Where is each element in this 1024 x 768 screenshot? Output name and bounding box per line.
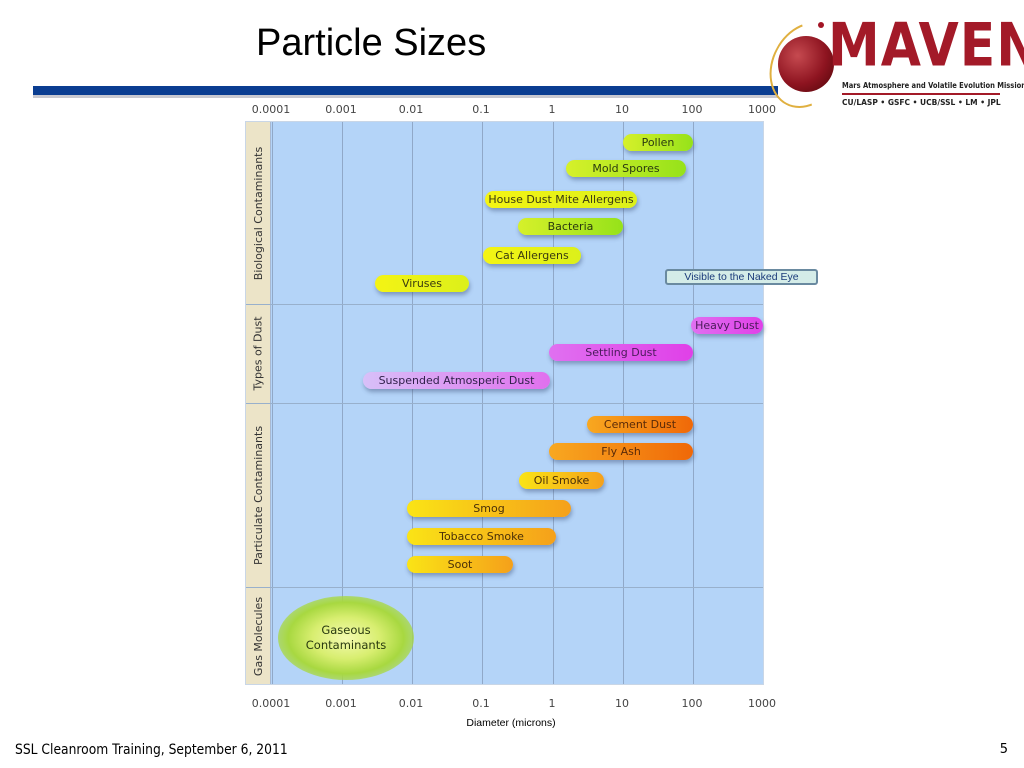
bar-tobacco-smoke: Tobacco Smoke (407, 528, 556, 545)
logo-tagline: Mars Atmosphere and Volatile Evolution M… (842, 81, 1024, 90)
blob-gaseous-contaminants: Gaseous Contaminants (278, 596, 414, 680)
logo-wordmark: MAVEN (828, 11, 1024, 81)
tick-label: 0.0001 (251, 103, 291, 116)
section-divider (246, 587, 763, 588)
tick-label: 0.01 (398, 697, 424, 710)
footer-text: SSL Cleanroom Training, September 6, 201… (15, 742, 288, 758)
category-dust: Types of Dust (252, 316, 266, 391)
tick-label: 1000 (748, 697, 776, 710)
section-divider (246, 304, 763, 305)
tick-label: 100 (681, 103, 703, 116)
mars-planet-icon (778, 36, 834, 92)
bar-heavy-dust: Heavy Dust (691, 317, 763, 334)
bar-bacteria: Bacteria (518, 218, 623, 235)
bar-cat-allergens: Cat Allergens (483, 247, 581, 264)
chart-plot-area: Biological Contaminants Types of Dust Pa… (245, 121, 764, 685)
bar-cement-dust: Cement Dust (587, 416, 693, 433)
bar-smog: Smog (407, 500, 571, 517)
slide-title: Particle Sizes (256, 22, 487, 64)
logo-partners: CU/LASP • GSFC • UCB/SSL • LM • JPL (842, 98, 1001, 107)
bar-pollen: Pollen (623, 134, 693, 151)
logo-rule (842, 93, 1000, 95)
category-gas: Gas Molecules (252, 596, 265, 677)
section-divider (246, 403, 763, 404)
tick-label: 1 (548, 103, 556, 116)
tick-label: 0.001 (325, 697, 357, 710)
x-axis-title: Diameter (microns) (466, 717, 556, 729)
title-accent-bar (33, 86, 778, 98)
bar-mold-spores: Mold Spores (566, 160, 686, 177)
bar-fly-ash: Fly Ash (549, 443, 693, 460)
spacecraft-dot-icon (818, 22, 824, 28)
tick-label: 0.1 (472, 103, 490, 116)
bar-oil-smoke: Oil Smoke (519, 472, 604, 489)
visible-naked-eye-callout: Visible to the Naked Eye (665, 269, 818, 285)
bar-soot: Soot (407, 556, 513, 573)
tick-label: 1 (548, 697, 556, 710)
tick-label: 100 (681, 697, 703, 710)
maven-logo: MAVEN Mars Atmosphere and Volatile Evolu… (754, 8, 1024, 122)
bar-suspended-dust: Suspended Atmosperic Dust (363, 372, 550, 389)
tick-label: 1000 (748, 103, 776, 116)
bar-viruses: Viruses (375, 275, 469, 292)
category-biological: Biological Contaminants (252, 146, 265, 280)
category-particulate: Particulate Contaminants (252, 425, 266, 565)
tick-label: 0.001 (325, 103, 357, 116)
page-number: 5 (999, 742, 1008, 757)
tick-label: 0.01 (398, 103, 424, 116)
tick-label: 10 (615, 697, 629, 710)
bar-house-dust-mite: House Dust Mite Allergens (485, 191, 637, 208)
tick-label: 10 (615, 103, 629, 116)
tick-label: 0.1 (472, 697, 490, 710)
tick-label: 0.0001 (251, 697, 291, 710)
bar-settling-dust: Settling Dust (549, 344, 693, 361)
